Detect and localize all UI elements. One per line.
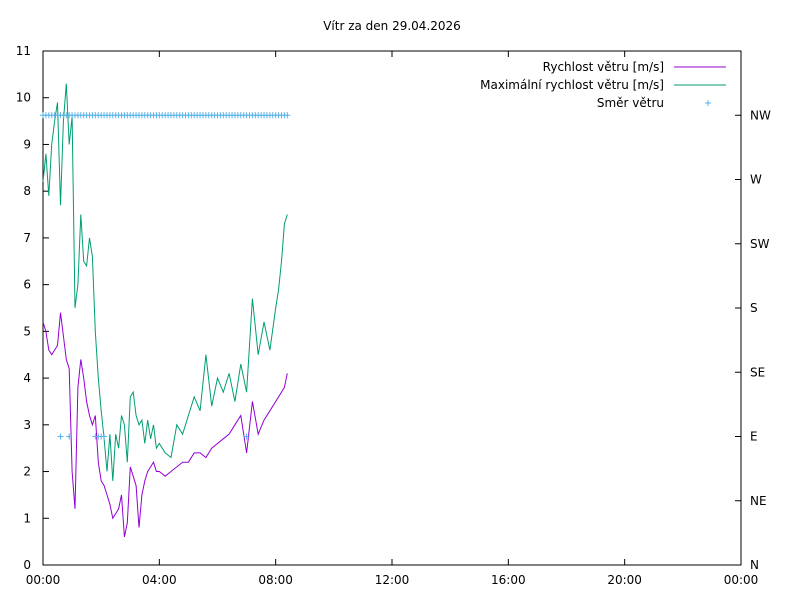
series-line-1	[42, 83, 288, 481]
legend-label-0: Rychlost větru [m/s]	[543, 60, 664, 74]
x-tick-label: 00:00	[26, 573, 61, 587]
y2-tick-label: W	[750, 173, 762, 187]
y-tick-label: 8	[23, 184, 31, 198]
y-tick-label: 4	[23, 371, 31, 385]
legend: Rychlost větru [m/s] Maximální rychlost v…	[480, 60, 726, 110]
y2-tick-label: NW	[750, 108, 771, 122]
y-tick-label: 7	[23, 231, 31, 245]
y2-tick-label: SW	[750, 237, 770, 251]
y2-tick-label: SE	[750, 365, 765, 379]
y-tick-label: 3	[23, 418, 31, 432]
series-line-0	[42, 312, 288, 538]
y2-axis: N NE E SE S SW W NW	[735, 108, 771, 572]
y-tick-label: 9	[23, 137, 31, 151]
x-tick-label: 12:00	[375, 573, 410, 587]
series-layer	[40, 83, 291, 538]
y2-tick-label: NE	[750, 494, 767, 508]
y-tick-label: 10	[16, 91, 31, 105]
y2-tick-label: N	[750, 558, 759, 572]
chart-title: Vítr za den 29.04.2026	[323, 19, 461, 33]
y-tick-label: 0	[23, 558, 31, 572]
x-axis: 00:00 04:00 08:00 12:00 16:00 20:00 00:00	[26, 51, 759, 587]
direction-point	[66, 433, 73, 440]
x-tick-label: 04:00	[142, 573, 177, 587]
direction-point	[101, 433, 108, 440]
direction-point	[243, 433, 250, 440]
y2-tick-label: S	[750, 301, 758, 315]
y2-tick-label: E	[750, 430, 758, 444]
direction-point	[284, 112, 291, 119]
y-tick-label: 6	[23, 278, 31, 292]
y-tick-label: 2	[23, 465, 31, 479]
x-tick-label: 08:00	[258, 573, 293, 587]
y-tick-label: 11	[16, 44, 31, 58]
legend-swatch-2	[705, 100, 711, 106]
legend-label-1: Maximální rychlost větru [m/s]	[480, 78, 664, 92]
y-tick-label: 5	[23, 324, 31, 338]
legend-label-2: Směr větru	[597, 96, 664, 110]
direction-point	[57, 433, 64, 440]
x-tick-label: 20:00	[607, 573, 642, 587]
y-axis: 0 1 2 3 4 5 6 7 8 9 10 11	[16, 44, 49, 572]
y-tick-label: 1	[23, 511, 31, 525]
x-tick-label: 16:00	[491, 573, 526, 587]
x-tick-label: 00:00	[724, 573, 759, 587]
